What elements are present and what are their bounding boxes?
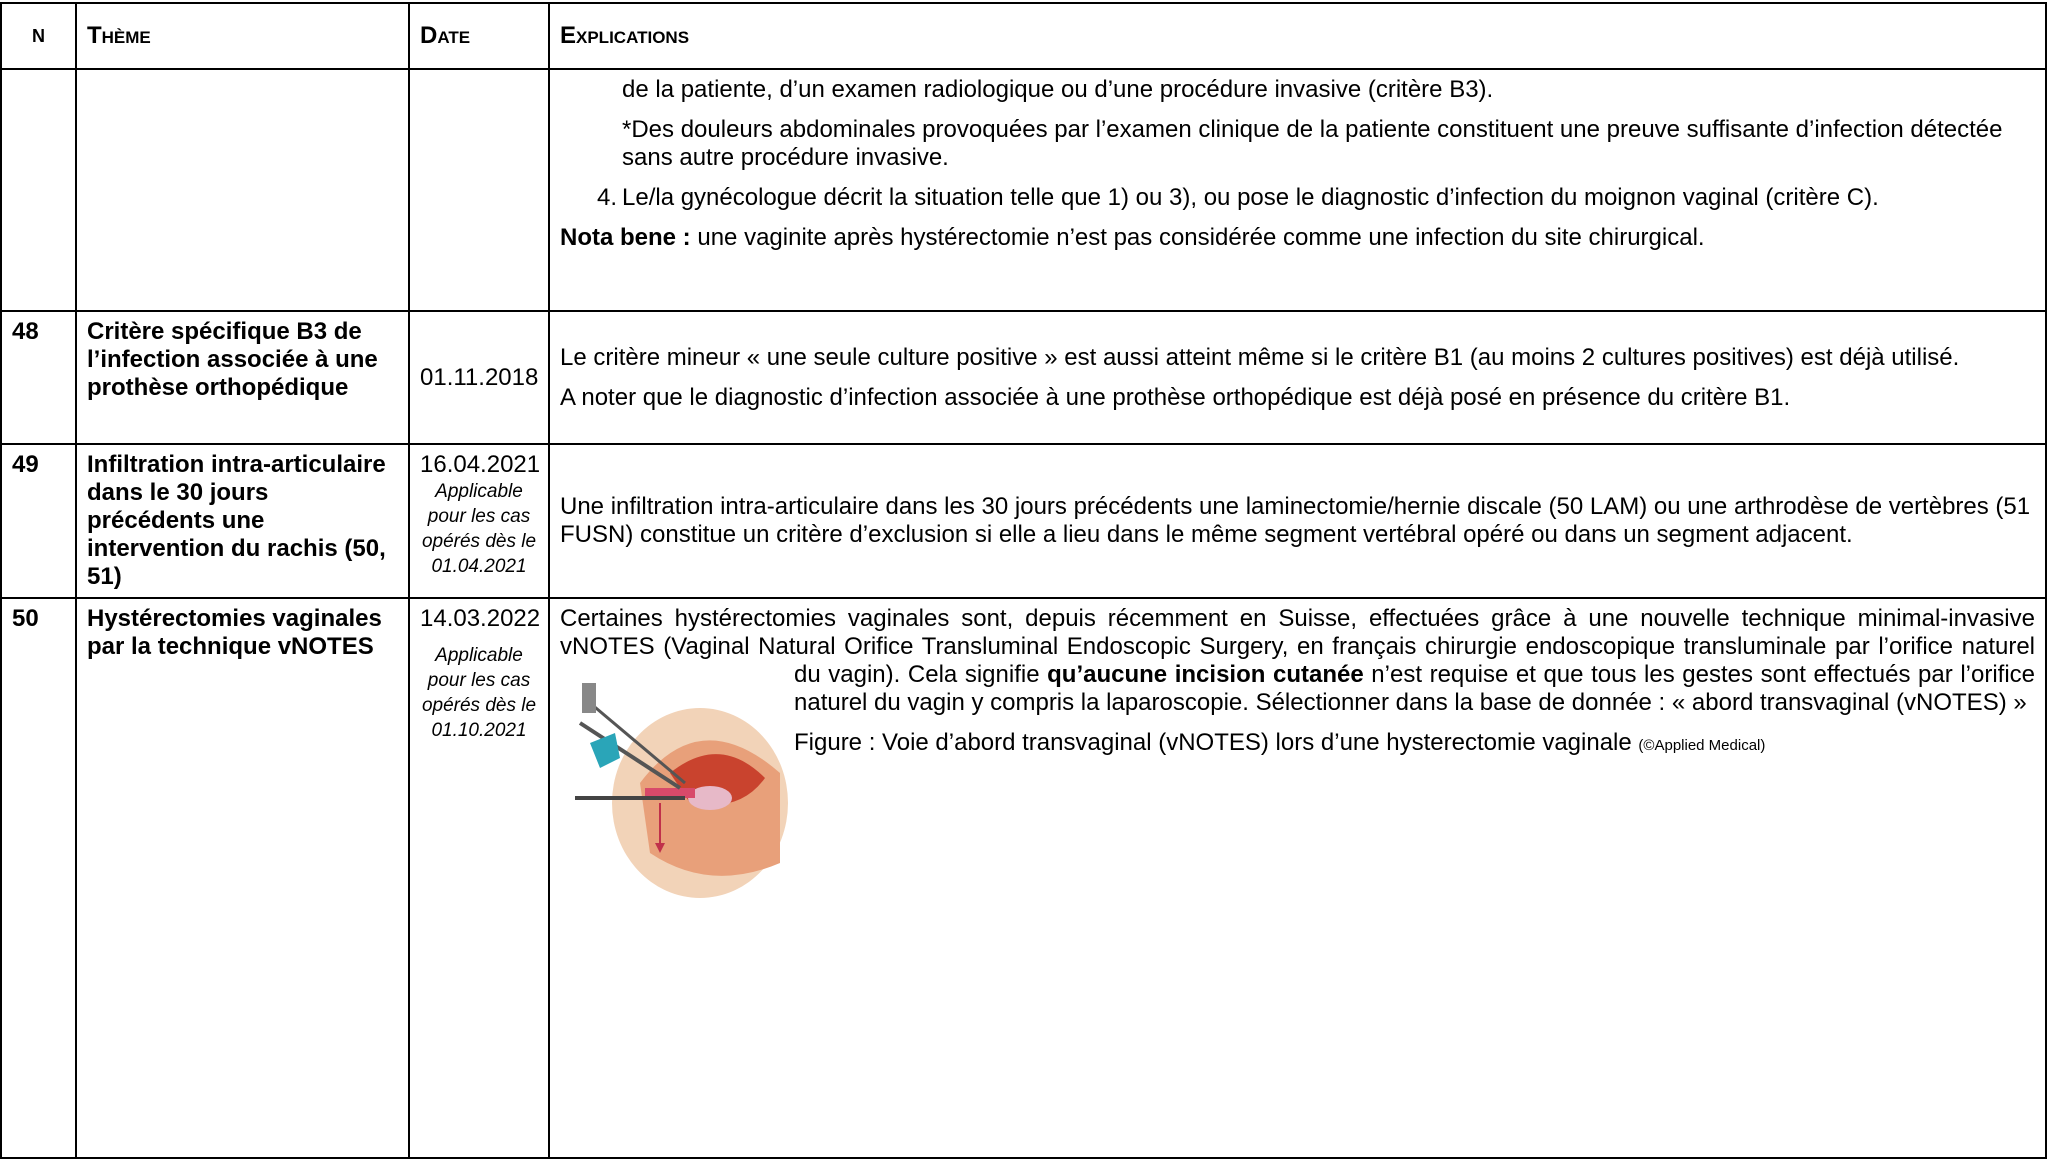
row: 48 Critère spécifique B3 de l’infection … [0, 310, 2047, 445]
paragraph: A noter que le diagnostic d’infection as… [560, 383, 1791, 411]
cell [75, 68, 410, 312]
cell: Une infiltration intra-articulaire dans … [548, 443, 2047, 599]
cell: 50 [0, 597, 77, 1159]
figure [575, 683, 788, 898]
cell [408, 68, 550, 312]
date: 14.03.2022 [420, 605, 541, 632]
cell: 49 [0, 443, 77, 599]
text: n’est requise et que tous les gestes son… [794, 661, 2036, 716]
row: de la patiente, d’un examen radiologique… [0, 68, 2047, 312]
text: Certaines hystérectomies vaginales sont,… [560, 605, 2035, 688]
bold-text: qu’aucune incision cutanée [1047, 661, 1364, 688]
row: 49 Infiltration intra-articulaire dans l… [0, 443, 2047, 599]
date-note: Applicable pour les cas opérés dès le 01… [421, 481, 537, 577]
paragraph: Certaines hystérectomies vaginales sont,… [560, 605, 2035, 717]
cell: 48 [0, 310, 77, 445]
paragraph: Nota bene : une vaginite après hystérect… [560, 224, 2035, 252]
paragraph: Une infiltration intra-articulaire dans … [560, 493, 2031, 548]
cell: Critère spécifique B3 de l’infection ass… [75, 310, 410, 445]
paragraph: de la patiente, d’un examen radiologique… [622, 76, 1494, 103]
cell [0, 68, 77, 312]
cell: Infiltration intra-articulaire dans le 3… [75, 443, 410, 599]
caption: Figure : Voie d’abord transvaginal (vNOT… [560, 729, 2035, 760]
cell: Certaines hystérectomies vaginales sont,… [548, 597, 2047, 1159]
date: 16.04.2021 [420, 451, 541, 478]
note-label: Nota bene : [560, 224, 691, 251]
cell: de la patiente, d’un examen radiologique… [548, 68, 2047, 312]
credit: (©Applied Medical) [1638, 737, 1766, 754]
cell: Le critère mineur « une seule culture po… [548, 310, 2047, 445]
cell: Hystérectomies vaginales par la techniqu… [75, 597, 410, 1159]
header-cell: Explications [548, 2, 2047, 70]
note-text: une vaginite après hystérectomie n’est p… [697, 224, 1705, 251]
paragraph: *Des douleurs abdominales provoquées par… [622, 116, 2003, 171]
item-text: Le/la gynécologue décrit la situation te… [622, 184, 1879, 211]
header-cell: Thème [75, 2, 410, 70]
caption-text: Figure : Voie d’abord transvaginal (vNOT… [794, 729, 1632, 756]
row: 50 Hystérectomies vaginales par la techn… [0, 597, 2047, 1159]
list-item: 4. Le/la gynécologue décrit la situation … [597, 184, 2035, 212]
cell: 14.03.2022 Applicable pour les cas opérés… [408, 597, 550, 1159]
item-number: 4. [597, 184, 618, 211]
cell: 01.11.2018 [408, 310, 550, 445]
cell: 16.04.2021 Applicable pour les cas opérés… [408, 443, 550, 599]
date-note: Applicable pour les cas opérés dès le 01… [421, 645, 537, 741]
header-row: N Thème Date Explications [0, 2, 2047, 70]
paragraph: Le critère mineur « une seule culture po… [560, 343, 1960, 371]
header-cell: Date [408, 2, 550, 70]
header-cell: N [0, 2, 77, 70]
